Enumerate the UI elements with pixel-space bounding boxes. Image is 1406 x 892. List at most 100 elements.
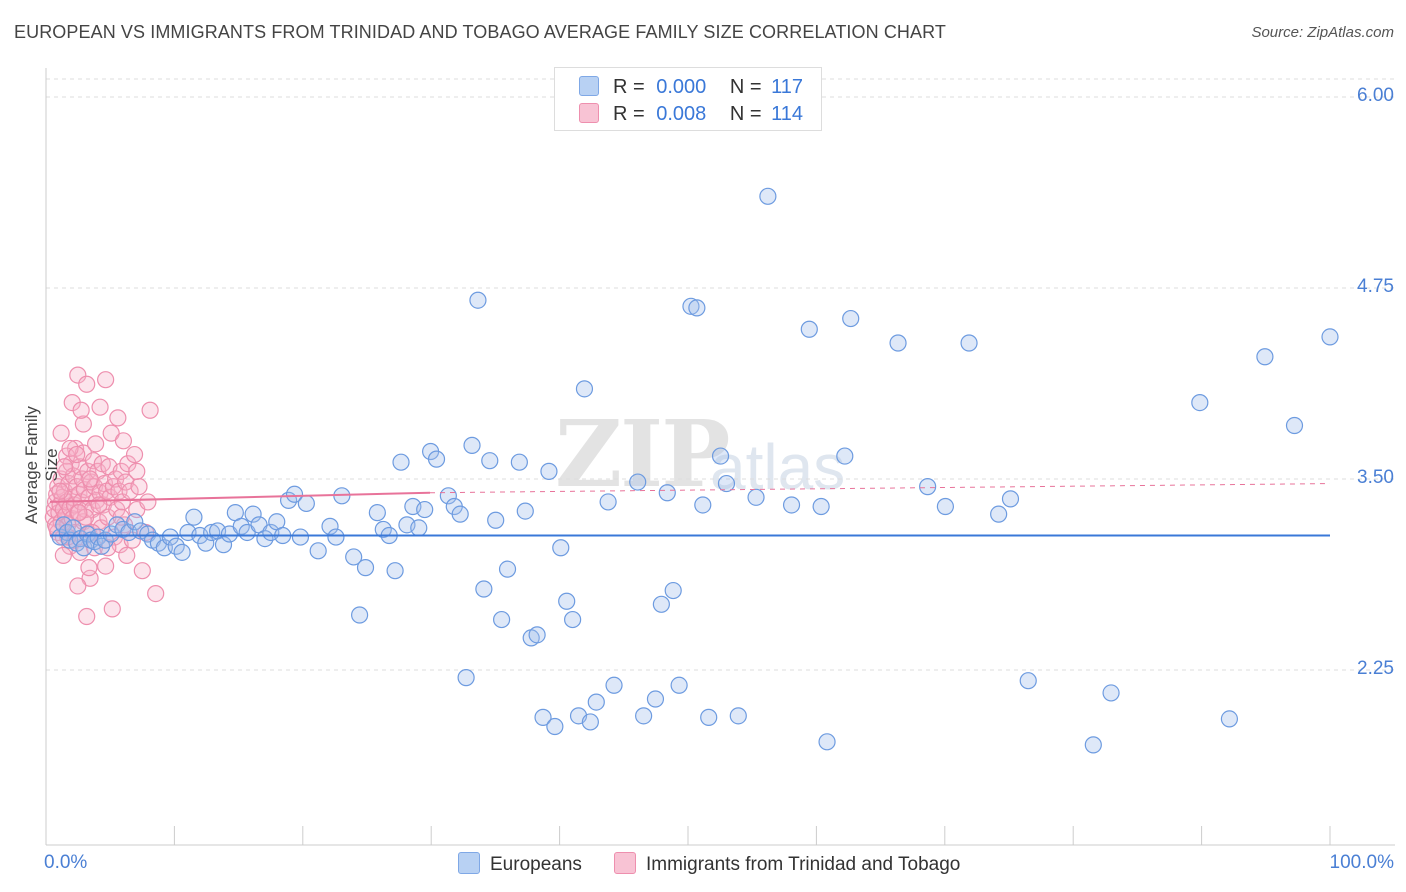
point-europeans [392, 453, 410, 471]
point-trinidad [130, 478, 148, 496]
point-europeans [439, 487, 457, 505]
legend-row-trinidad: R = 0.008 N = 114 [579, 103, 803, 126]
y-tick-label: 3.50 [1357, 467, 1394, 488]
point-europeans [842, 309, 860, 328]
legend-n-label: N = [729, 76, 762, 98]
point-trinidad [81, 470, 99, 488]
point-trinidad [125, 445, 144, 464]
point-trinidad [72, 401, 90, 419]
y-tick-label: 6.00 [1357, 85, 1394, 106]
watermark-atlas: atlas [710, 431, 846, 503]
point-europeans [481, 452, 499, 470]
point-europeans [498, 560, 517, 578]
point-europeans [688, 299, 706, 317]
point-europeans [711, 447, 730, 465]
point-trinidad [70, 504, 88, 522]
point-europeans [416, 500, 434, 519]
point-europeans [161, 528, 179, 546]
point-europeans [1102, 684, 1120, 702]
point-trinidad [90, 496, 108, 514]
point-europeans [173, 543, 191, 561]
correlation-legend: R = 0.000 N = 117 R = 0.008 N = 114 [554, 67, 822, 131]
legend-n-value: 114 [771, 103, 804, 125]
point-europeans [558, 592, 576, 610]
point-europeans [700, 708, 718, 726]
y-tick-label: 4.75 [1357, 276, 1394, 297]
point-trinidad [114, 432, 133, 450]
point-europeans [510, 453, 528, 471]
point-europeans [309, 542, 327, 560]
point-europeans [635, 707, 653, 725]
point-europeans [960, 334, 978, 352]
point-trinidad [128, 462, 146, 480]
point-europeans [664, 581, 682, 600]
point-europeans [1285, 416, 1304, 435]
point-europeans [1191, 394, 1209, 412]
point-trinidad [139, 493, 157, 511]
point-europeans [889, 334, 907, 352]
bottom-legend-trinidad[interactable]: Immigrants from Trinidad and Tobago [614, 852, 960, 876]
axes [45, 68, 1395, 846]
point-trinidad [74, 415, 92, 433]
point-europeans [800, 320, 818, 338]
point-europeans [605, 676, 623, 694]
point-europeans [658, 484, 676, 502]
point-europeans [297, 494, 315, 513]
point-europeans [345, 548, 363, 566]
point-trinidad [102, 424, 120, 442]
point-europeans [818, 733, 836, 751]
point-europeans [540, 462, 558, 480]
point-europeans [936, 497, 954, 516]
point-trinidad [61, 439, 79, 458]
legend-swatch-blue [458, 852, 480, 874]
point-europeans [1321, 328, 1339, 346]
point-europeans [782, 496, 801, 514]
point-europeans [427, 450, 446, 468]
point-europeans [487, 511, 505, 529]
point-europeans [214, 536, 233, 554]
point-trinidad [147, 584, 165, 603]
point-europeans [682, 297, 700, 315]
point-europeans [1256, 348, 1274, 366]
point-europeans [386, 562, 404, 580]
point-europeans [599, 493, 617, 511]
bottom-legend-europeans[interactable]: Europeans [458, 852, 582, 876]
point-trinidad [109, 409, 127, 427]
point-trinidad [118, 546, 136, 565]
point-europeans [351, 606, 369, 624]
legend-swatch-pink [614, 852, 636, 874]
legend-r-value: 0.000 [656, 76, 707, 98]
legend-label: Immigrants from Trinidad and Tobago [646, 854, 961, 875]
chart-title: EUROPEAN VS IMMIGRANTS FROM TRINIDAD AND… [14, 22, 946, 42]
point-europeans [126, 513, 144, 531]
point-europeans [581, 713, 599, 731]
legend-n-label: N = [729, 103, 762, 125]
point-europeans [836, 447, 854, 465]
point-trinidad [68, 445, 86, 464]
point-europeans [812, 497, 830, 516]
chart-source: Source: ZipAtlas.com [1251, 24, 1394, 41]
legend-swatch-blue [579, 76, 599, 96]
point-europeans [575, 380, 594, 398]
point-europeans [759, 187, 777, 205]
point-trinidad [103, 600, 121, 618]
point-trinidad [54, 546, 72, 565]
point-europeans [587, 693, 605, 711]
point-europeans [327, 528, 345, 546]
x-axis-max-label: 100.0% [1329, 852, 1394, 873]
point-europeans [546, 717, 564, 736]
legend-swatch-pink [579, 103, 599, 123]
point-trinidad [78, 607, 96, 626]
point-europeans [629, 473, 647, 491]
y-tick-label: 2.25 [1357, 658, 1394, 679]
point-trinidad [80, 559, 98, 577]
point-europeans [534, 708, 552, 726]
point-trinidad [69, 366, 87, 384]
legend-r-value: 0.008 [656, 103, 707, 125]
point-europeans [285, 485, 304, 503]
point-europeans [1001, 490, 1020, 508]
point-trinidad [78, 375, 96, 393]
point-europeans [528, 626, 546, 644]
point-europeans [475, 580, 493, 598]
